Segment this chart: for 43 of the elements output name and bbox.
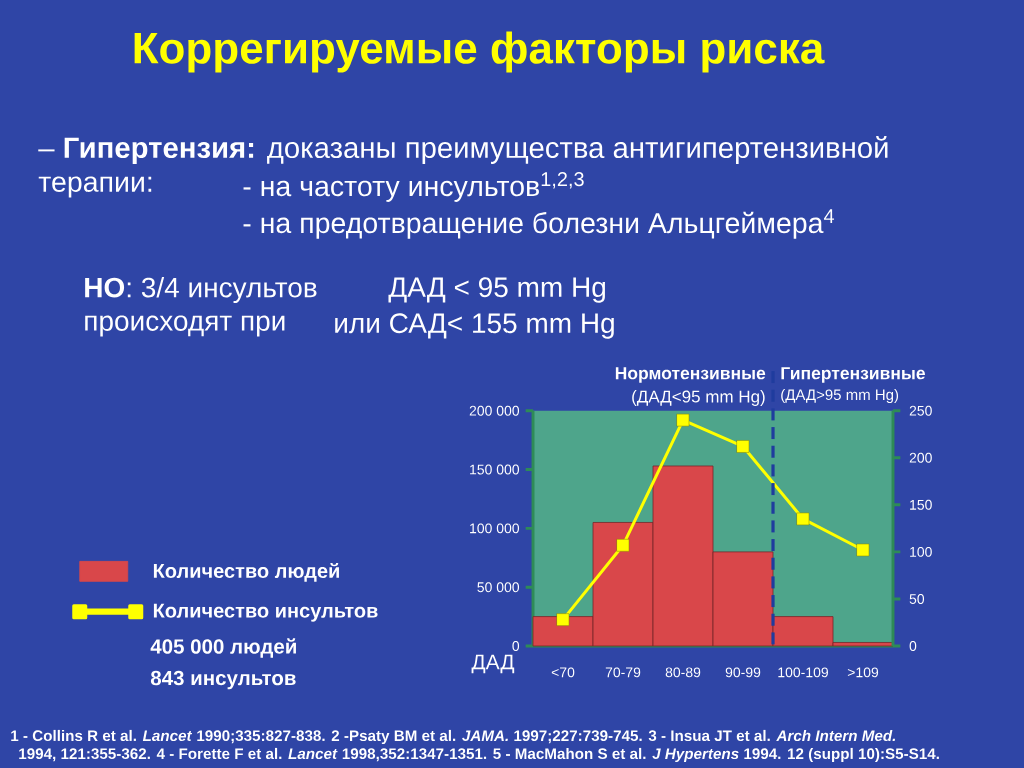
text: - на предотвращение болезни Альцгеймера$^{4}$ — [243, 209, 835, 239]
y-tick-label: 100 000 — [470, 523, 520, 534]
text: 405 000 людей — [150, 638, 296, 658]
point — [736, 440, 750, 453]
y2-tick-label: 250 — [909, 405, 932, 416]
x-tick-label: 80-89 — [665, 667, 701, 678]
text: НО: 3/4 инсультов — [85, 276, 317, 304]
y2-tick-label: 100 — [910, 546, 932, 557]
y-tick-label: 150 000 — [470, 464, 520, 475]
y-tick-label: 50 000 — [477, 582, 520, 593]
x-tick-label: >109 — [847, 667, 879, 678]
y2-tick-label: 0 — [909, 641, 917, 651]
x-tick-label: <70 — [551, 667, 575, 678]
point — [796, 512, 810, 526]
text: ДАД < 95 mm Hg — [388, 277, 605, 303]
text: – Гипертензия: доказаны преимущества антигипертензивной — [38, 136, 888, 164]
y-tick-label: 0 — [512, 641, 520, 651]
x-tick-label: 100-109 — [778, 667, 829, 678]
x-tick-label: 70-79 — [605, 667, 641, 678]
legend-label: Количество людей — [153, 562, 339, 582]
point — [856, 543, 870, 557]
y2-tick-label: 150 — [910, 499, 932, 510]
text: 1994, 121:355-362. 4 - Forette F et al. Lancet 1998,352:1347-1351. 5 - MacMahon S et al. J Hypertens 1994. 12 (suppl 10):S5-S14. — [19, 747, 939, 763]
text: (ДАД<95 mm Hg) — [632, 390, 765, 406]
chart-title: Коррегируемые факторы риска — [134, 31, 825, 73]
text: Нормотензивные — [615, 367, 766, 383]
point — [616, 539, 630, 552]
text: Гипертензивные — [781, 367, 925, 383]
x-axis-title: ДАД — [471, 654, 515, 674]
x-tick-label: 90-99 — [725, 667, 761, 678]
text: происходят при — [85, 315, 285, 337]
y2-tick-label: 50 — [909, 593, 925, 604]
y2-tick-label: 200 — [909, 452, 932, 463]
point — [676, 413, 690, 427]
text: 1 - Collins R et al. Lancet 1990;335:827-838. 2 -Psaty BM et al. JAMA. 1997;227:739-745. 3 - Insua JT et al. Arch Intern Med. — [11, 729, 896, 745]
text: (ДАД>95 mm Hg) — [781, 389, 899, 403]
legend-label: Количество инсультов — [153, 603, 378, 622]
text: терапии: — [38, 176, 152, 198]
y-tick-label: 200 000 — [469, 405, 520, 416]
point — [556, 613, 570, 626]
text: 843 инсультов — [150, 670, 296, 690]
text: или САД< 155 mm Hg — [335, 313, 614, 339]
text: - на частоту инсультов$^{1,2,3}$ — [243, 172, 584, 202]
